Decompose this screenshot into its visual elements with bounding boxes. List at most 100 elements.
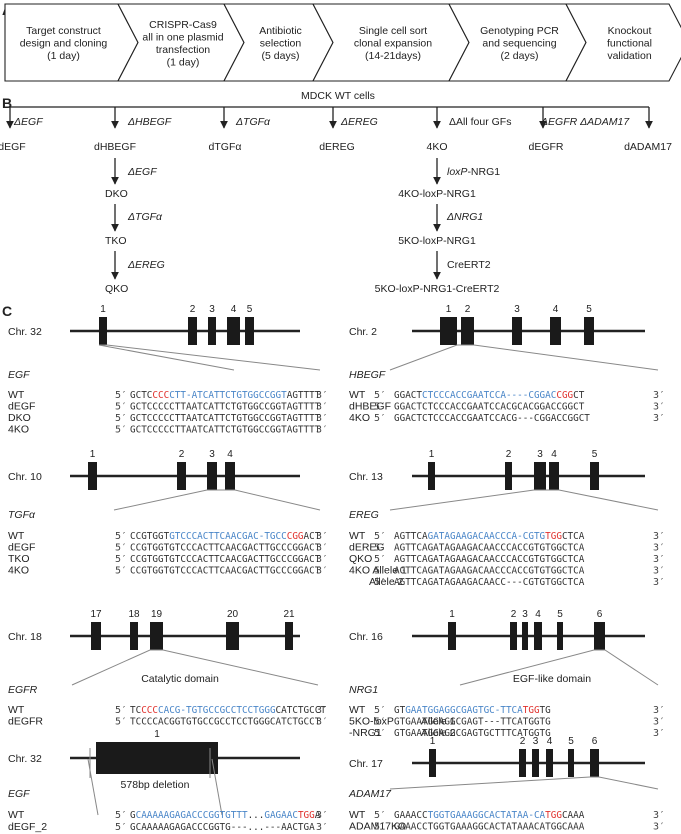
three-prime: 3′ bbox=[316, 425, 328, 436]
five-prime: 5′ bbox=[374, 717, 386, 728]
workflow-step-text: (1 day) bbox=[167, 56, 200, 68]
exon-number: 6 bbox=[597, 609, 603, 620]
chromosome-label: Chr. 18 bbox=[8, 631, 42, 643]
exon-block bbox=[177, 462, 186, 490]
chromosome-label: Chr. 17 bbox=[349, 758, 383, 770]
row-label: 4KO bbox=[8, 565, 29, 577]
five-prime: 5′ bbox=[374, 531, 386, 542]
sequence: AGTTCAGATAGAAGACAACCCA-CGTGTGGCTCA bbox=[394, 531, 585, 542]
three-prime: 3′ bbox=[653, 543, 665, 554]
tree-node: dHBEGF bbox=[94, 141, 136, 153]
workflow-step-text: and sequencing bbox=[482, 38, 556, 50]
zoom-connector bbox=[389, 344, 659, 371]
exon-number: 5 bbox=[247, 304, 253, 315]
workflow-step-text: CRISPR-Cas9 bbox=[149, 19, 217, 31]
row-label: DKO bbox=[8, 412, 31, 424]
sequence: AGTTCAGATAGAAGACAACCCACCGTGTGGCTCA bbox=[394, 554, 585, 565]
exon-block bbox=[590, 462, 599, 490]
three-prime: 3′ bbox=[653, 810, 665, 821]
exon-block bbox=[285, 622, 293, 650]
workflow-step-text: (1 day) bbox=[47, 50, 80, 62]
sequence: GAAACCTGGTGAAAGGCACTATAAACATGGCAAA bbox=[394, 822, 585, 833]
exon-block bbox=[245, 317, 254, 345]
tree-edge-label: ΔEGF bbox=[13, 116, 43, 128]
workflow-step-text: all in one plasmid bbox=[142, 31, 223, 43]
exon-number: 2 bbox=[465, 304, 471, 315]
zoom-connector bbox=[98, 344, 321, 371]
row-label: WT bbox=[8, 389, 25, 401]
chromosome-label: Chr. 32 bbox=[8, 753, 42, 765]
exon-number: 5 bbox=[592, 449, 598, 460]
exon-block bbox=[99, 317, 107, 345]
row-label: TKO bbox=[8, 553, 30, 565]
sequence: CCGTGGTGTCCCACTTCAACGACTTGCCCGGACT bbox=[130, 566, 321, 577]
row-label: WT bbox=[8, 809, 25, 821]
five-prime: 5′ bbox=[115, 531, 127, 542]
exon-block bbox=[225, 462, 235, 490]
five-prime: 5′ bbox=[115, 543, 127, 554]
sequence: GGACTCTCCCACCGAATCCA----CGGACCGGCT bbox=[394, 390, 585, 401]
workflow-step-text: selection bbox=[260, 38, 302, 50]
exon-block bbox=[208, 317, 216, 345]
exon-block bbox=[96, 742, 218, 774]
workflow-step-text: transfection bbox=[156, 44, 210, 56]
exon-block bbox=[207, 462, 217, 490]
chromosome-label: Chr. 32 bbox=[8, 326, 42, 338]
exon-number: 2 bbox=[511, 609, 517, 620]
sequence: GTGAATGGAGGCGAGTGCTTTCATGGTG bbox=[394, 728, 551, 739]
tree-node: 4KO bbox=[426, 141, 447, 153]
exon-block bbox=[510, 622, 517, 650]
sequence: CCGTGGTGTCCCACTTCAACGAC-TGCCCGGACT bbox=[130, 531, 321, 542]
row-label: Allele 1 bbox=[421, 716, 456, 728]
sequence: AGTTCAGATAGAAGACAACCCACCGTGTGGCTCA bbox=[394, 543, 585, 554]
exon-number: 4 bbox=[551, 449, 557, 460]
exon-block bbox=[461, 317, 474, 345]
five-prime: 5′ bbox=[115, 554, 127, 565]
tree-edge-label: ΔEREG bbox=[340, 116, 378, 128]
three-prime: 3′ bbox=[653, 402, 665, 413]
exon-block bbox=[150, 622, 163, 650]
workflow-step-text: (14-21days) bbox=[365, 50, 421, 62]
three-prime: 3′ bbox=[316, 531, 328, 542]
three-prime: 3′ bbox=[316, 402, 328, 413]
exon-block bbox=[130, 622, 138, 650]
three-prime: 3′ bbox=[316, 566, 328, 577]
workflow-step-text: (2 days) bbox=[501, 50, 539, 62]
chromosome-label: Chr. 2 bbox=[349, 326, 377, 338]
five-prime: 5′ bbox=[115, 810, 127, 821]
row-label: WT bbox=[349, 704, 366, 716]
three-prime: 3′ bbox=[316, 543, 328, 554]
exon-number: 3 bbox=[537, 449, 543, 460]
tree-node: 5KO-loxP-NRG1-CreERT2 bbox=[375, 283, 500, 295]
gene-label: EGF bbox=[8, 369, 30, 381]
three-prime: 3′ bbox=[653, 554, 665, 565]
row-label: 4KO bbox=[8, 424, 29, 436]
gene-label: HBEGF bbox=[349, 369, 386, 381]
tree-node: dEREG bbox=[319, 141, 355, 153]
five-prime: 5′ bbox=[115, 390, 127, 401]
tree-node: dTGFα bbox=[209, 141, 242, 153]
exon-number: 5 bbox=[586, 304, 592, 315]
workflow-step-text: design and cloning bbox=[20, 38, 108, 50]
exon-number: 1 bbox=[429, 449, 435, 460]
exon-number: 6 bbox=[592, 736, 598, 747]
row-label: dEGF_2 bbox=[8, 821, 47, 833]
exon-number: 1 bbox=[100, 304, 106, 315]
tree-edge-label: ΔNRG1 bbox=[446, 211, 483, 223]
five-prime: 5′ bbox=[374, 402, 386, 413]
row-label: Allele 2 bbox=[421, 727, 456, 739]
row-label: dEGFR bbox=[8, 716, 43, 728]
exon-block bbox=[188, 317, 197, 345]
workflow-step-arrow bbox=[565, 3, 681, 82]
workflow-step-text: functional bbox=[607, 38, 652, 50]
workflow-step-text: validation bbox=[607, 50, 652, 62]
exon-block bbox=[88, 462, 97, 490]
row-group-label: -NRG1 bbox=[349, 727, 382, 739]
three-prime: 3′ bbox=[316, 390, 328, 401]
five-prime: 5′ bbox=[374, 554, 386, 565]
exon-block bbox=[594, 622, 605, 650]
three-prime: 3′ bbox=[653, 717, 665, 728]
exon-number: 1 bbox=[90, 449, 96, 460]
domain-label: Catalytic domain bbox=[141, 673, 219, 685]
sequence: GTGAATGGAGGCGAGTGC-TTCATGGTG bbox=[394, 705, 551, 716]
